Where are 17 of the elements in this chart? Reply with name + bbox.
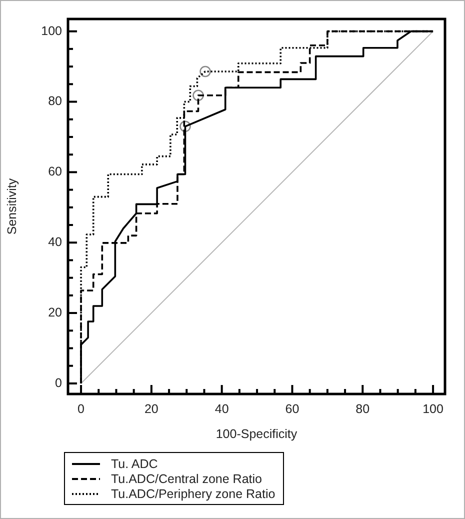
x-tick-label: 60 [285,402,300,416]
x-tick-label: 40 [214,402,229,416]
y-tick-label: 40 [48,235,62,250]
legend-label: Tu. ADC [111,456,158,470]
x-axis-title: 100-Specificity [216,426,298,441]
legend-label: Tu.ADC/Periphery zone Ratio [111,486,276,500]
legend-label: Tu.ADC/Central zone Ratio [111,472,262,486]
y-tick-label: 60 [48,164,62,179]
y-tick-label: 20 [48,305,62,320]
x-tick-label: 20 [144,402,158,416]
y-tick-label: 100 [41,24,62,38]
x-tick-label: 100 [422,402,444,416]
y-axis-title: Sensitivity [4,178,19,235]
y-tick-label: 0 [55,376,62,390]
x-tick-label: 80 [356,402,370,416]
x-tick-label: 0 [78,402,85,416]
y-tick-label: 80 [48,94,62,108]
